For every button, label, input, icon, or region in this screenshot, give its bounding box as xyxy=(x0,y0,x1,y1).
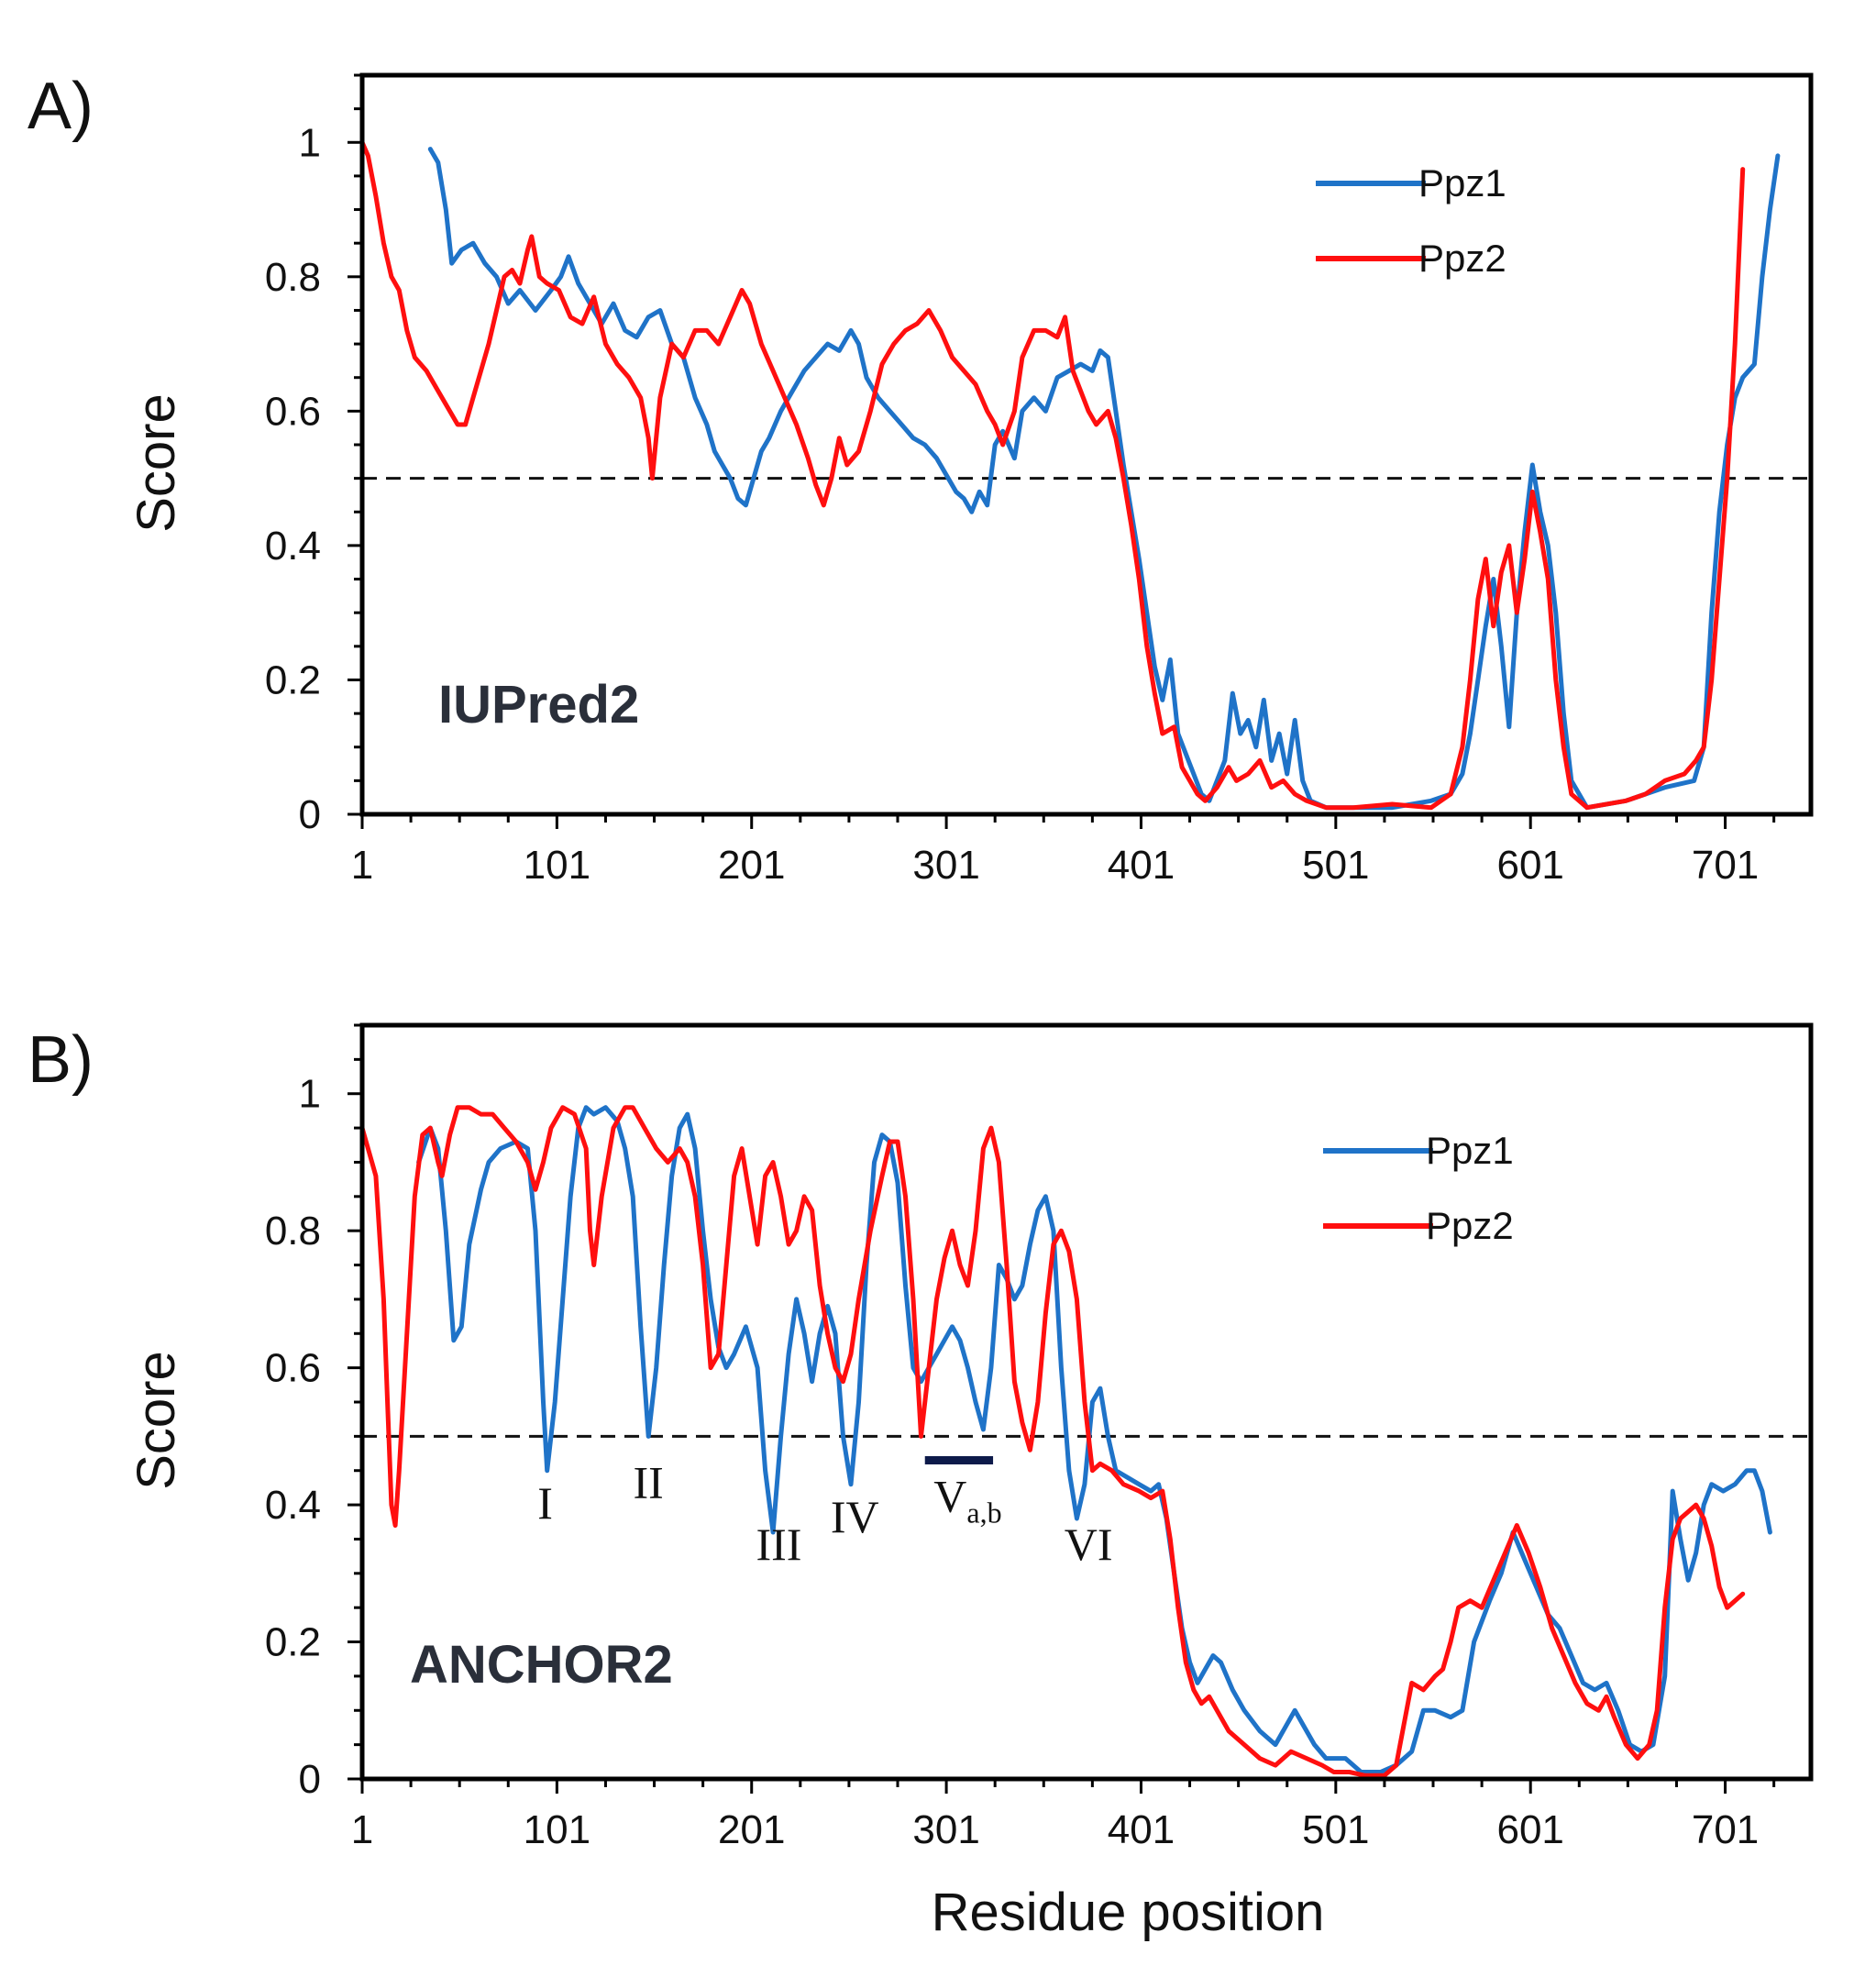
region-annotation-text: VI xyxy=(1065,1519,1113,1570)
y-tick-label: 1 xyxy=(299,1072,321,1117)
y-tick-label: 0.6 xyxy=(265,389,321,434)
method-label: ANCHOR2 xyxy=(410,1635,673,1695)
legend-label-ppz1: Ppz1 xyxy=(1418,161,1506,204)
y-tick-label: 0.8 xyxy=(265,255,321,300)
legend: Ppz1 Ppz2 xyxy=(1316,161,1506,280)
y-tick-label: 0.2 xyxy=(265,1620,321,1665)
region-annotation-text: II xyxy=(634,1457,664,1508)
legend-label-ppz2: Ppz2 xyxy=(1426,1204,1514,1247)
y-tick-label: 0.2 xyxy=(265,657,321,702)
x-tick-label: 101 xyxy=(524,1807,590,1852)
x-axis-title: Residue position xyxy=(932,1883,1325,1942)
x-tick-label: 701 xyxy=(1692,843,1759,888)
panel-label: A) xyxy=(28,70,94,143)
x-tick-label: 501 xyxy=(1302,1807,1369,1852)
panel-label: B) xyxy=(28,1023,94,1097)
region-annotation-sub: a,b xyxy=(966,1497,1001,1530)
chart-panel-1: 0 0.2 0.4 0.6 0.8 1 1 101 201 301 401 501 601 701 Scor… xyxy=(28,1022,1814,1942)
region-annotation: II xyxy=(634,1457,664,1508)
region-annotation-text: IV xyxy=(831,1491,879,1542)
y-tick-label: 0 xyxy=(299,1757,321,1802)
x-tick-label: 601 xyxy=(1496,843,1563,888)
region-annotation: VI xyxy=(1065,1519,1113,1570)
region-annotation: I xyxy=(537,1477,553,1529)
x-tick-label: 601 xyxy=(1496,1807,1563,1852)
x-tick-label: 401 xyxy=(1108,1807,1175,1852)
series-group xyxy=(362,1105,1772,1778)
x-tick-label: 401 xyxy=(1108,843,1175,888)
region-annotation: III xyxy=(756,1519,801,1570)
x-tick-label: 301 xyxy=(912,843,979,888)
series-line-ppz1 xyxy=(416,1105,1772,1774)
region-annotation: Va,b xyxy=(933,1471,1001,1530)
y-tick-label: 0.6 xyxy=(265,1346,321,1391)
y-axis-title: Score xyxy=(127,1351,186,1490)
series-group xyxy=(362,139,1781,811)
chart-panel-0: 0 0.2 0.4 0.6 0.8 1 1 101 201 301 401 501 601 701 Scor… xyxy=(28,70,1814,888)
x-tick-label: 701 xyxy=(1692,1807,1759,1852)
x-tick-label: 301 xyxy=(912,1807,979,1852)
x-tick-label: 201 xyxy=(718,843,785,888)
x-tick-label: 1 xyxy=(351,843,373,888)
y-tick-label: 0.4 xyxy=(265,524,321,569)
x-tick-label: 101 xyxy=(524,843,590,888)
y-axis-title: Score xyxy=(127,393,186,533)
region-annotation-text: I xyxy=(537,1477,553,1529)
region-annotation-text: V xyxy=(933,1471,966,1522)
y-tick-label: 0 xyxy=(299,792,321,837)
x-tick-label: 201 xyxy=(718,1807,785,1852)
legend-label-ppz2: Ppz2 xyxy=(1418,237,1506,280)
x-tick-label: 501 xyxy=(1302,843,1369,888)
x-tick-label: 1 xyxy=(351,1807,373,1852)
y-tick-label: 1 xyxy=(299,120,321,165)
legend-label-ppz1: Ppz1 xyxy=(1426,1129,1514,1172)
legend: Ppz1 Ppz2 xyxy=(1323,1129,1514,1247)
series-line-ppz2 xyxy=(362,139,1746,811)
region-annotation-text: III xyxy=(756,1519,801,1570)
y-tick-label: 0.4 xyxy=(265,1483,321,1528)
series-line-ppz2 xyxy=(362,1105,1746,1778)
y-tick-label: 0.8 xyxy=(265,1209,321,1254)
region-annotation: IV xyxy=(831,1491,879,1542)
method-label: IUPred2 xyxy=(438,675,639,734)
